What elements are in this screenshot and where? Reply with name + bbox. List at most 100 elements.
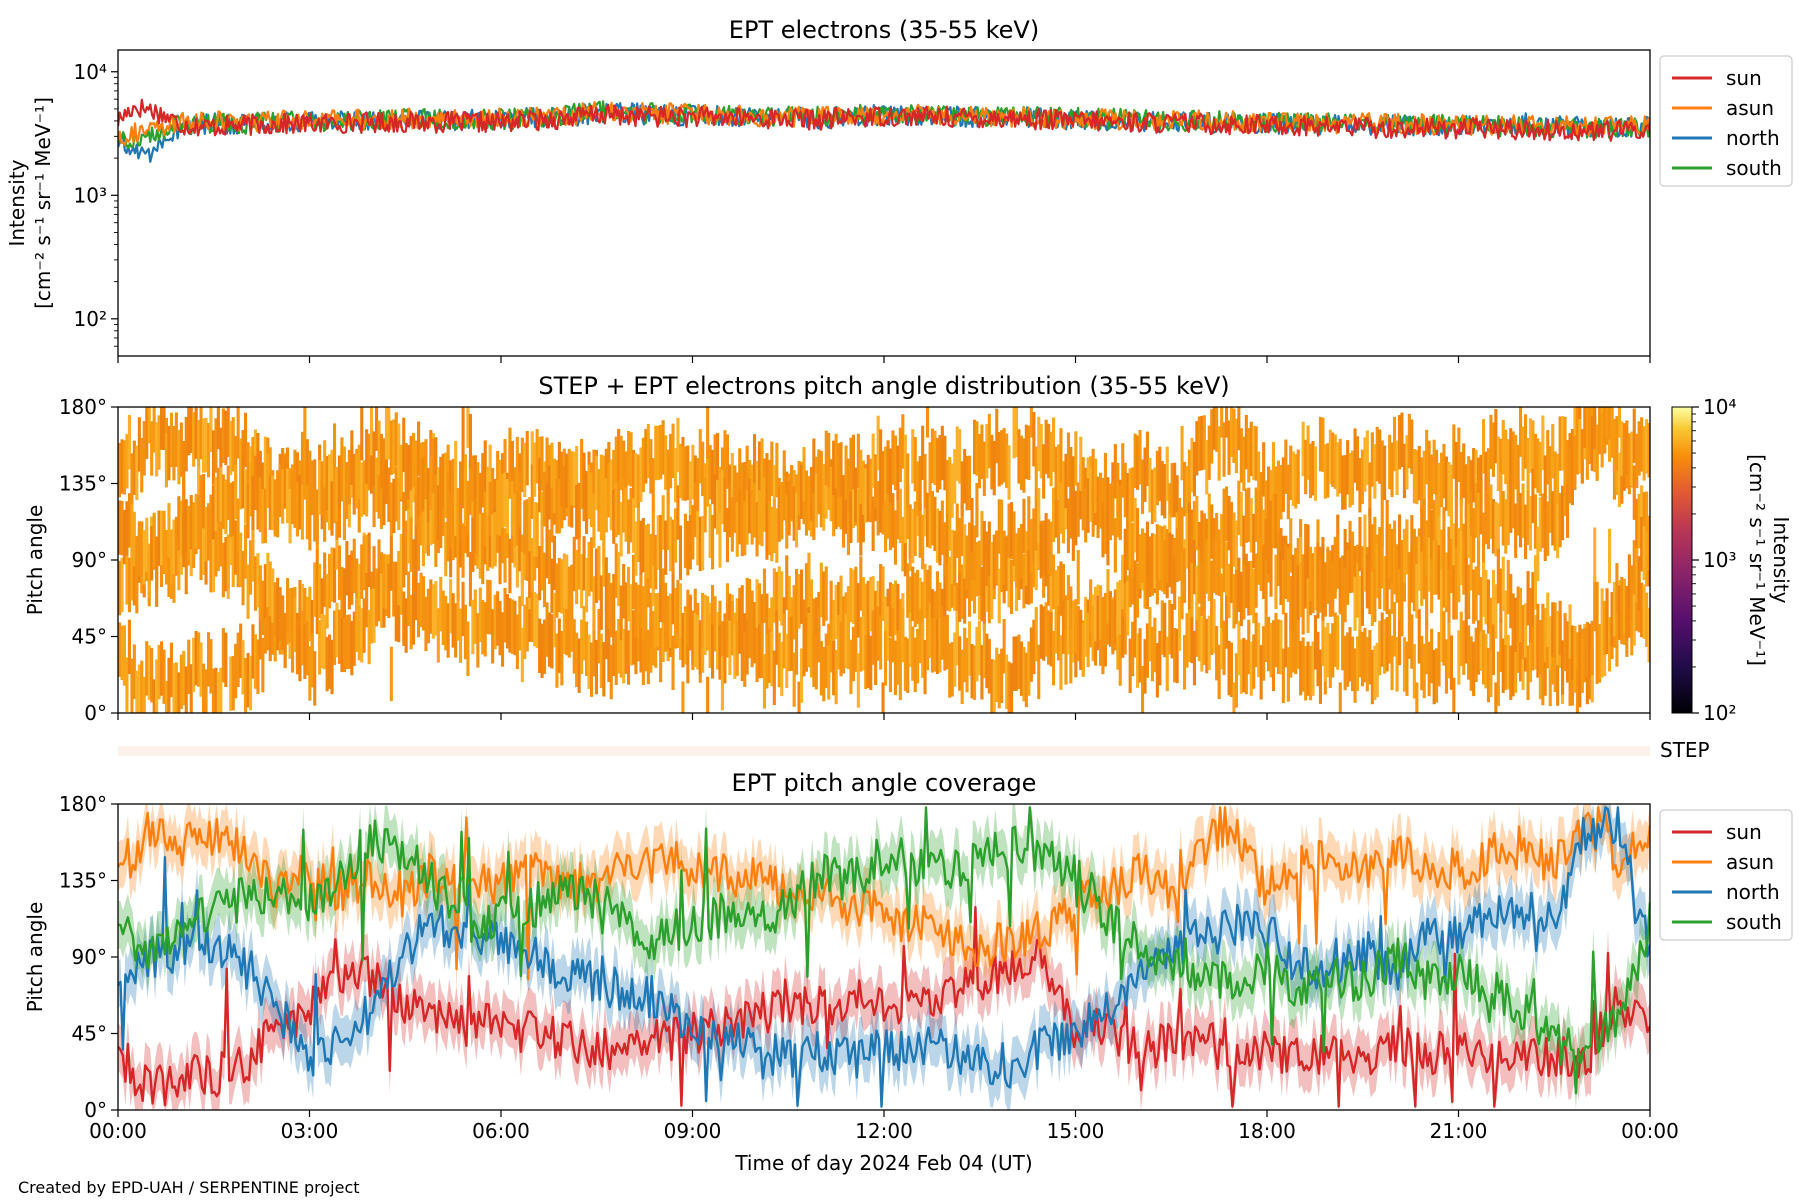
pad-cell-north	[1306, 524, 1310, 579]
pad-cell-sun	[1353, 648, 1357, 703]
pad-cell-south	[421, 457, 425, 512]
pad-cell-north	[1252, 513, 1256, 569]
pad-cell-north	[1464, 508, 1468, 564]
pad-cell-north	[928, 603, 932, 658]
pad-cell-north	[1524, 504, 1528, 559]
pad-cell-asun	[523, 442, 527, 498]
pad-cell-sun	[1029, 549, 1033, 604]
pad-cell-south	[1064, 453, 1068, 509]
pad-cell-south	[1002, 428, 1006, 483]
pad-cell-north	[1044, 602, 1048, 657]
pad-cell-north	[945, 614, 949, 670]
pad-cell-south	[735, 502, 739, 557]
pad-cell-asun	[1301, 421, 1305, 477]
pad-cell-south	[874, 454, 878, 509]
pad-cell-north	[678, 583, 682, 638]
pad-cell-north	[1118, 580, 1122, 635]
pad-cell-north	[392, 561, 396, 616]
pad-cell-north	[839, 621, 843, 677]
pad-cell-south	[992, 440, 996, 496]
pad-cell-south	[599, 485, 603, 541]
pad-cell-sun	[770, 597, 774, 652]
pad-cell-south	[1160, 537, 1164, 592]
pad-cell-south	[1252, 568, 1256, 624]
pad-cell-sun	[859, 556, 863, 611]
pad-cell-north	[879, 615, 883, 670]
pad-cell-sun	[829, 580, 833, 636]
pad-cell-south	[1111, 481, 1115, 536]
pad-cell-south	[1267, 519, 1271, 574]
pad-cell-north	[903, 636, 907, 692]
pad-cell-asun	[1553, 451, 1557, 506]
pad-cell-south	[1289, 576, 1293, 631]
pad-cell-south	[459, 487, 463, 542]
pad-cell-south	[1348, 538, 1352, 593]
pad-cell-sun	[851, 569, 855, 625]
pad-cell-south	[1630, 565, 1634, 620]
pad-cell-north	[565, 554, 569, 609]
pad-cell-asun	[1573, 407, 1577, 463]
pad-cell-north	[1022, 647, 1026, 702]
pad-cell-sun	[1356, 636, 1360, 691]
pad-cell-sun	[916, 569, 920, 625]
pad-cell-south	[604, 478, 608, 533]
pad-cell-sun	[1217, 644, 1221, 700]
pad-cell-south	[404, 443, 408, 498]
pad-cell-south	[577, 484, 581, 539]
pad-cell-asun	[1380, 440, 1384, 495]
pad-cell-asun	[1239, 428, 1243, 483]
pad-cell-north	[775, 610, 779, 665]
pad-cell-sun	[1200, 617, 1204, 672]
pad-cell-sun	[501, 612, 505, 667]
pad-cell-south	[219, 467, 223, 522]
pad-cell-sun	[963, 569, 967, 624]
pad-cell-south	[1553, 602, 1557, 657]
pad-cell-south	[896, 445, 900, 500]
pad-cell-south	[461, 407, 465, 462]
pad-cell-south	[720, 469, 724, 525]
pad-cell-asun	[1005, 536, 1009, 592]
pad-cell-asun	[1225, 407, 1229, 438]
x-tick-label: 09:00	[664, 1119, 722, 1143]
pad-cell-south	[434, 474, 438, 529]
pad-cell-sun	[365, 534, 369, 590]
pad-cell-sun	[861, 577, 865, 632]
pad-cell-north	[337, 609, 341, 664]
pad-cell-south	[1454, 565, 1458, 620]
pad-cell-south	[1598, 628, 1602, 683]
pad-cell-north	[844, 613, 848, 668]
pad-cell-sun	[498, 600, 502, 656]
pad-cell-south	[1494, 584, 1498, 639]
pad-cell-asun	[1254, 426, 1258, 481]
pad-cell-north	[725, 603, 729, 658]
pad-cell-sun	[651, 611, 655, 666]
pad-cell-south	[1422, 544, 1426, 600]
pad-cell-sun	[832, 600, 836, 655]
pad-cell-asun	[1632, 408, 1636, 463]
pad-cell-asun	[207, 423, 211, 478]
pad-cell-sun	[1225, 594, 1229, 649]
pad-cell-asun	[402, 492, 406, 547]
pad-cell-asun	[876, 481, 880, 536]
pad-cell-asun	[1244, 415, 1248, 470]
pad-cell-asun	[1358, 458, 1362, 513]
pad-cell-south	[1459, 530, 1463, 586]
pad-cell-sun	[1405, 641, 1409, 696]
pad-cell-sun	[982, 575, 986, 630]
pad-cell-sun	[871, 576, 875, 631]
pad-cell-south	[340, 437, 344, 492]
pad-cell-sun	[234, 643, 238, 699]
pad-cell-south	[770, 506, 774, 562]
pad-cell-north	[995, 647, 999, 703]
pad-cell-south	[147, 543, 151, 598]
pad-cell-sun	[318, 563, 322, 619]
pad-cell-south	[664, 520, 668, 575]
pad-cell-sun	[1049, 566, 1053, 622]
pad-cell-south	[619, 502, 623, 557]
pad-cell-north	[906, 638, 910, 693]
pad-cell-asun	[1183, 461, 1187, 517]
pad-cell-asun	[753, 434, 757, 489]
pad-cell-north	[1585, 425, 1589, 480]
pad-cell-south	[382, 438, 386, 493]
pad-cell-asun	[337, 483, 341, 538]
